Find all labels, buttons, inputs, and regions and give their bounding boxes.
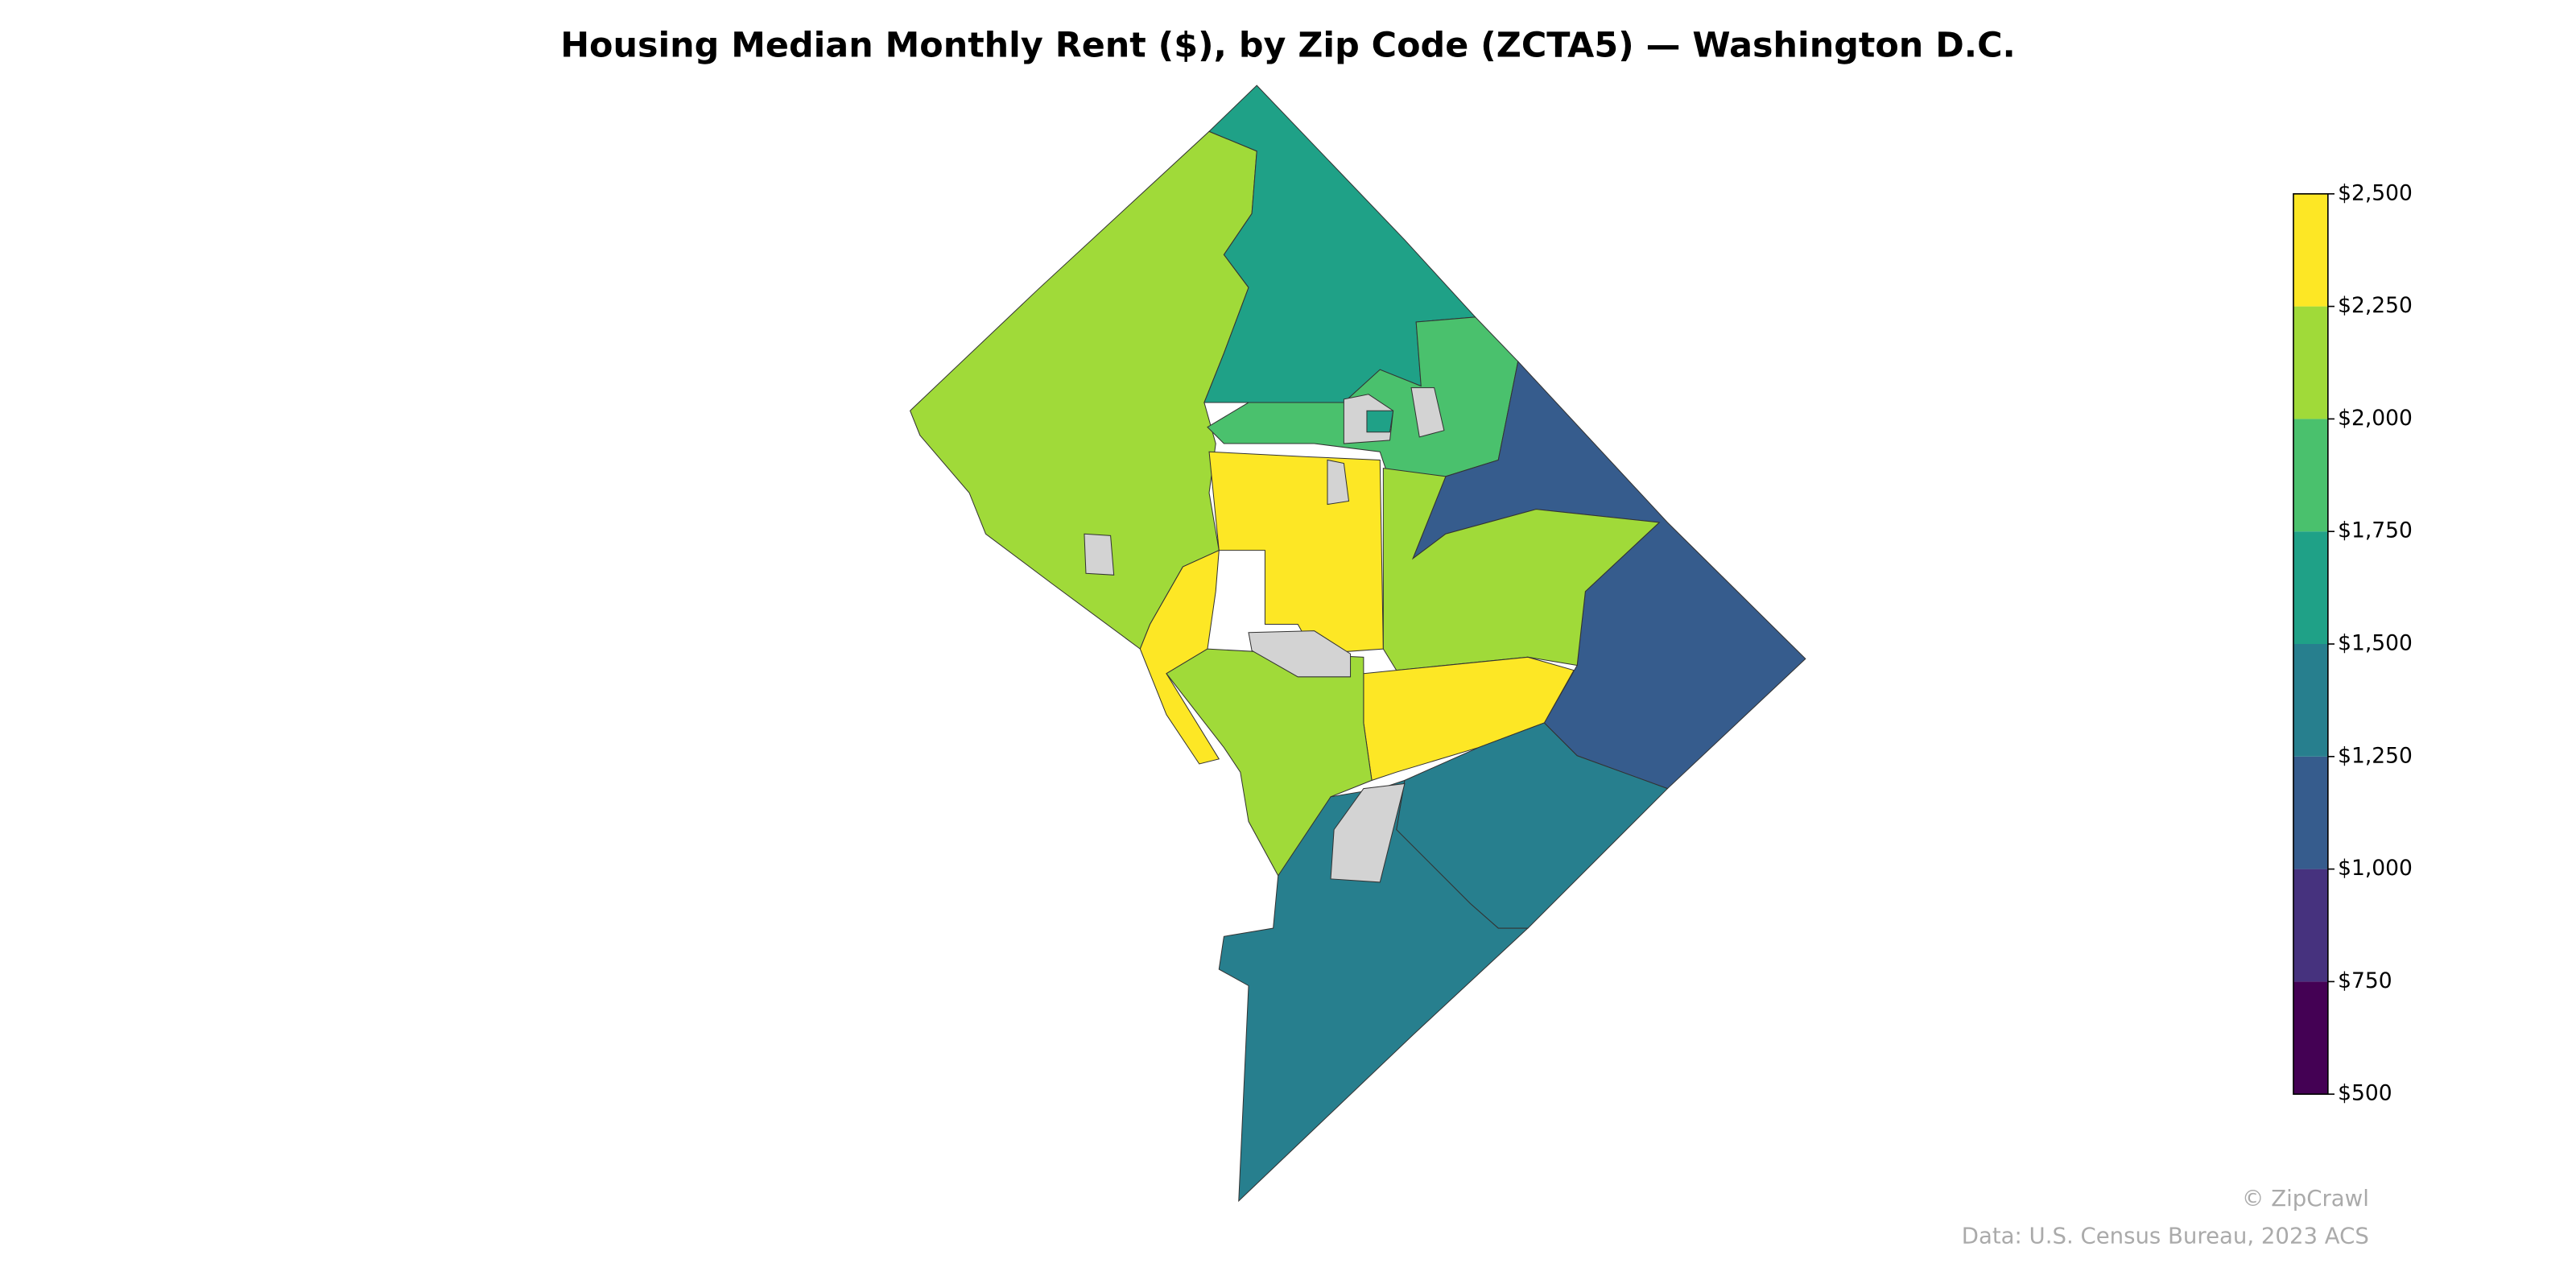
colorbar-segment	[2293, 644, 2328, 757]
credit: © ZipCrawl	[2242, 1186, 2369, 1212]
zip-region	[1139, 549, 1220, 765]
zip-region	[1218, 779, 1530, 1203]
zip-region	[1366, 410, 1394, 433]
colorbar-tick-label: $2,500	[2338, 180, 2413, 205]
zip-region	[1248, 630, 1352, 678]
colorbar-segment	[2293, 193, 2328, 307]
colorbar-segment	[2293, 306, 2328, 419]
zip-region	[1382, 468, 1661, 671]
colorbar-segment	[2293, 531, 2328, 644]
colorbar-tick-label: $1,000	[2338, 856, 2413, 881]
colorbar-tick-label: $2,000	[2338, 406, 2413, 431]
zip-region	[1410, 387, 1445, 438]
colorbar-tick-label: $1,250	[2338, 743, 2413, 768]
zip-region	[1327, 459, 1350, 506]
colorbar: $500 $750 $1,000 $1,250 $1,500 $1,750 $2,000 $2…	[2293, 180, 2413, 1106]
colorbar-tick-label: $2,250	[2338, 293, 2413, 318]
colorbar-tick-label: $750	[2338, 968, 2392, 993]
zip-region	[1330, 782, 1406, 883]
colorbar-segment	[2293, 419, 2328, 532]
source: Data: U.S. Census Bureau, 2023 ACS	[1962, 1224, 2369, 1249]
colorbar-segment	[2293, 756, 2328, 869]
regions	[910, 85, 1806, 1203]
colorbar-segment	[2293, 869, 2328, 982]
colorbar-segment	[2293, 981, 2328, 1095]
colorbar-tick-label: $1,500	[2338, 631, 2413, 656]
colorbar-tick-label: $1,750	[2338, 518, 2413, 543]
zip-region	[1208, 451, 1384, 654]
map-title: Housing Median Monthly Rent ($), by Zip …	[560, 26, 2016, 66]
zip-region	[1084, 533, 1115, 576]
colorbar-tick-label: $500	[2338, 1081, 2392, 1106]
